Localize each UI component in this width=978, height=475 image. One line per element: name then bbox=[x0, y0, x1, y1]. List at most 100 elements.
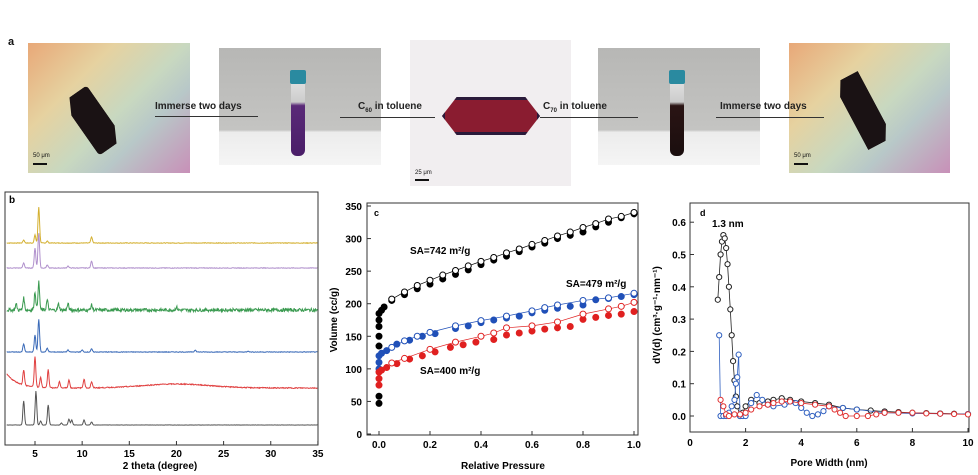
x-axis-label: Relative Pressure bbox=[461, 461, 545, 472]
data-point-red bbox=[873, 411, 880, 418]
data-point-red-adsorption bbox=[566, 323, 574, 331]
red-crystal bbox=[442, 97, 540, 135]
surface-area-annotation: SA=400 m²/g bbox=[420, 366, 480, 377]
data-point-red bbox=[812, 401, 819, 408]
arrow-right bbox=[716, 117, 824, 118]
data-point-black-desorption bbox=[439, 271, 447, 279]
data-point-red bbox=[742, 409, 749, 416]
panel-b-label: b bbox=[9, 195, 15, 206]
data-point-blue-adsorption bbox=[592, 296, 600, 304]
data-point-red bbox=[731, 411, 738, 418]
data-point-red bbox=[895, 409, 902, 416]
y-tick-label: 150 bbox=[345, 332, 362, 343]
data-point-black bbox=[725, 283, 733, 290]
data-point-red bbox=[864, 412, 872, 420]
data-point-blue bbox=[839, 404, 847, 412]
data-point-red-adsorption bbox=[472, 338, 480, 346]
data-point-red-desorption bbox=[503, 324, 510, 332]
y-tick-label: 200 bbox=[345, 300, 362, 311]
micrograph-right: 50 μm bbox=[789, 43, 950, 173]
data-point-black-desorption bbox=[617, 212, 625, 220]
data-point-blue-desorption bbox=[554, 301, 561, 309]
data-point-red bbox=[837, 409, 844, 416]
data-point-red bbox=[770, 399, 777, 407]
data-point-black-desorption bbox=[490, 253, 498, 261]
surface-area-annotation: SA=742 m²/g bbox=[410, 246, 470, 257]
peak-annotation: 1.3 nm bbox=[712, 219, 744, 230]
y-tick-label: 0 bbox=[356, 430, 362, 441]
data-point-black bbox=[727, 306, 734, 313]
data-point-red-desorption bbox=[528, 322, 536, 330]
arrow-left bbox=[155, 116, 258, 117]
y-axis-label: Volume (cc/g) bbox=[329, 288, 340, 353]
data-point-red-desorption bbox=[605, 305, 612, 313]
y-tick-label: 350 bbox=[345, 202, 362, 213]
data-point-blue-adsorption bbox=[617, 293, 625, 301]
data-point-red bbox=[909, 409, 916, 416]
arrow-label-c60: C60 in toluene bbox=[358, 101, 422, 114]
data-point-red-adsorption bbox=[605, 311, 612, 319]
xrd-trace-purple bbox=[6, 233, 318, 270]
data-point-red-desorption bbox=[617, 302, 625, 310]
xrd-trace-black bbox=[6, 390, 318, 426]
data-point-red-adsorption bbox=[383, 364, 391, 372]
data-point-red bbox=[937, 410, 944, 417]
data-point-blue-adsorption bbox=[515, 312, 523, 320]
data-point-blue bbox=[732, 380, 739, 387]
x-tick-label: 0.8 bbox=[576, 440, 590, 451]
arrow-label-immerse-right: Immerse two days bbox=[720, 101, 807, 112]
data-point-black-adsorption bbox=[375, 323, 383, 331]
x-axis-label: Pore Width (nm) bbox=[790, 458, 867, 469]
data-point-blue-desorption bbox=[579, 296, 587, 304]
data-point-black-desorption bbox=[630, 209, 638, 217]
arrow-c60 bbox=[340, 117, 435, 118]
data-point-red-adsorption bbox=[459, 341, 467, 349]
x-tick-label: 8 bbox=[910, 438, 916, 449]
data-point-red bbox=[786, 398, 794, 405]
panel-a-label: a bbox=[8, 36, 15, 48]
x-tick-label: 10 bbox=[77, 449, 89, 460]
data-point-black-adsorption bbox=[380, 303, 388, 311]
scale-bar-left: 50 μm bbox=[33, 153, 50, 159]
data-point-red-desorption bbox=[630, 298, 638, 306]
data-point-red bbox=[720, 403, 727, 410]
data-point-blue-desorption bbox=[452, 322, 459, 330]
data-point-blue-adsorption bbox=[464, 322, 472, 330]
data-point-black-desorption bbox=[388, 295, 396, 303]
y-tick-label: 0.4 bbox=[672, 283, 686, 294]
data-point-black-desorption bbox=[592, 220, 600, 228]
data-point-black-adsorption bbox=[375, 399, 383, 407]
data-point-black-desorption bbox=[464, 262, 472, 270]
x-tick-label: 5 bbox=[32, 449, 38, 460]
chart-c: c 0.0 0.2 0.4 0.6 0.8 1.0 0 50 100 150 200 250 300 350… bbox=[329, 202, 641, 472]
data-point-black-desorption bbox=[413, 281, 421, 289]
scale-bar-line bbox=[33, 163, 47, 165]
data-point-black-desorption bbox=[401, 288, 408, 296]
data-point-blue bbox=[759, 396, 766, 403]
data-point-red bbox=[923, 410, 930, 417]
data-point-red-adsorption bbox=[541, 325, 549, 333]
data-point-red bbox=[798, 399, 805, 407]
data-point-black bbox=[728, 332, 735, 339]
data-point-blue-desorption bbox=[388, 343, 396, 351]
data-point-red bbox=[748, 406, 755, 413]
data-point-red-desorption bbox=[401, 354, 408, 362]
y-tick-label: 0.5 bbox=[672, 251, 686, 262]
crystal-photo-center: 25 μm bbox=[410, 40, 571, 186]
data-point-black bbox=[723, 244, 730, 252]
x-tick-label: 25 bbox=[218, 449, 230, 460]
data-point-black-desorption bbox=[452, 266, 459, 274]
data-point-red-adsorption bbox=[515, 329, 523, 337]
x-tick-label: 4 bbox=[798, 438, 804, 449]
data-point-blue bbox=[731, 396, 738, 403]
scale-bar-line bbox=[415, 179, 429, 181]
data-point-red-adsorption bbox=[630, 308, 638, 316]
data-point-blue bbox=[820, 408, 827, 415]
data-point-black-adsorption bbox=[375, 316, 383, 324]
data-point-black-desorption bbox=[528, 240, 536, 248]
data-point-red bbox=[778, 398, 785, 405]
data-point-red bbox=[764, 401, 771, 408]
data-point-blue-desorption bbox=[528, 307, 536, 315]
data-point-red bbox=[825, 403, 833, 410]
y-tick-label: 0.2 bbox=[672, 347, 686, 358]
